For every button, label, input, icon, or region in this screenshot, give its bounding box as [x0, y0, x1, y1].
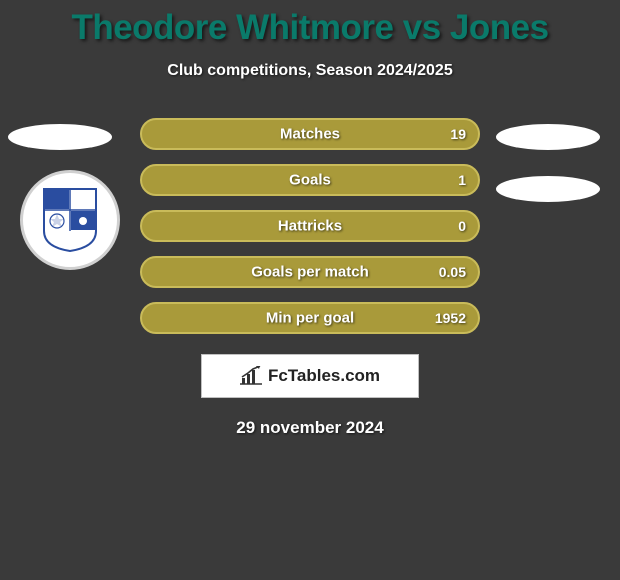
stat-row: Goals 1: [140, 164, 480, 196]
vs-text: vs: [403, 8, 441, 47]
stat-value: 1: [458, 172, 466, 188]
stat-value: 19: [450, 126, 466, 142]
stat-row: Matches 19: [140, 118, 480, 150]
stat-value: 0: [458, 218, 466, 234]
date-text: 29 november 2024: [0, 418, 620, 438]
club-crest: [20, 170, 120, 270]
stat-label: Hattricks: [278, 218, 342, 235]
avatar-placeholder-right-1: [496, 124, 600, 150]
stat-label: Goals: [289, 172, 331, 189]
stat-label: Matches: [280, 126, 340, 143]
stat-row: Hattricks 0: [140, 210, 480, 242]
stat-value: 0.05: [439, 264, 466, 280]
stat-value: 1952: [435, 310, 466, 326]
stat-row: Min per goal 1952: [140, 302, 480, 334]
stat-row: Goals per match 0.05: [140, 256, 480, 288]
player1-name: Theodore Whitmore: [71, 8, 393, 47]
avatar-placeholder-right-2: [496, 176, 600, 202]
brand-text: FcTables.com: [268, 366, 380, 386]
stat-label: Min per goal: [266, 310, 354, 327]
stat-label: Goals per match: [251, 264, 369, 281]
shield-icon: [42, 187, 98, 253]
infographic-root: Theodore Whitmore vs Jones Club competit…: [0, 0, 620, 580]
avatar-placeholder-left: [8, 124, 112, 150]
chart-icon: [240, 366, 262, 386]
player2-name: Jones: [450, 8, 549, 47]
page-title: Theodore Whitmore vs Jones: [0, 0, 620, 48]
brand-badge: FcTables.com: [201, 354, 419, 398]
subtitle: Club competitions, Season 2024/2025: [0, 62, 620, 80]
